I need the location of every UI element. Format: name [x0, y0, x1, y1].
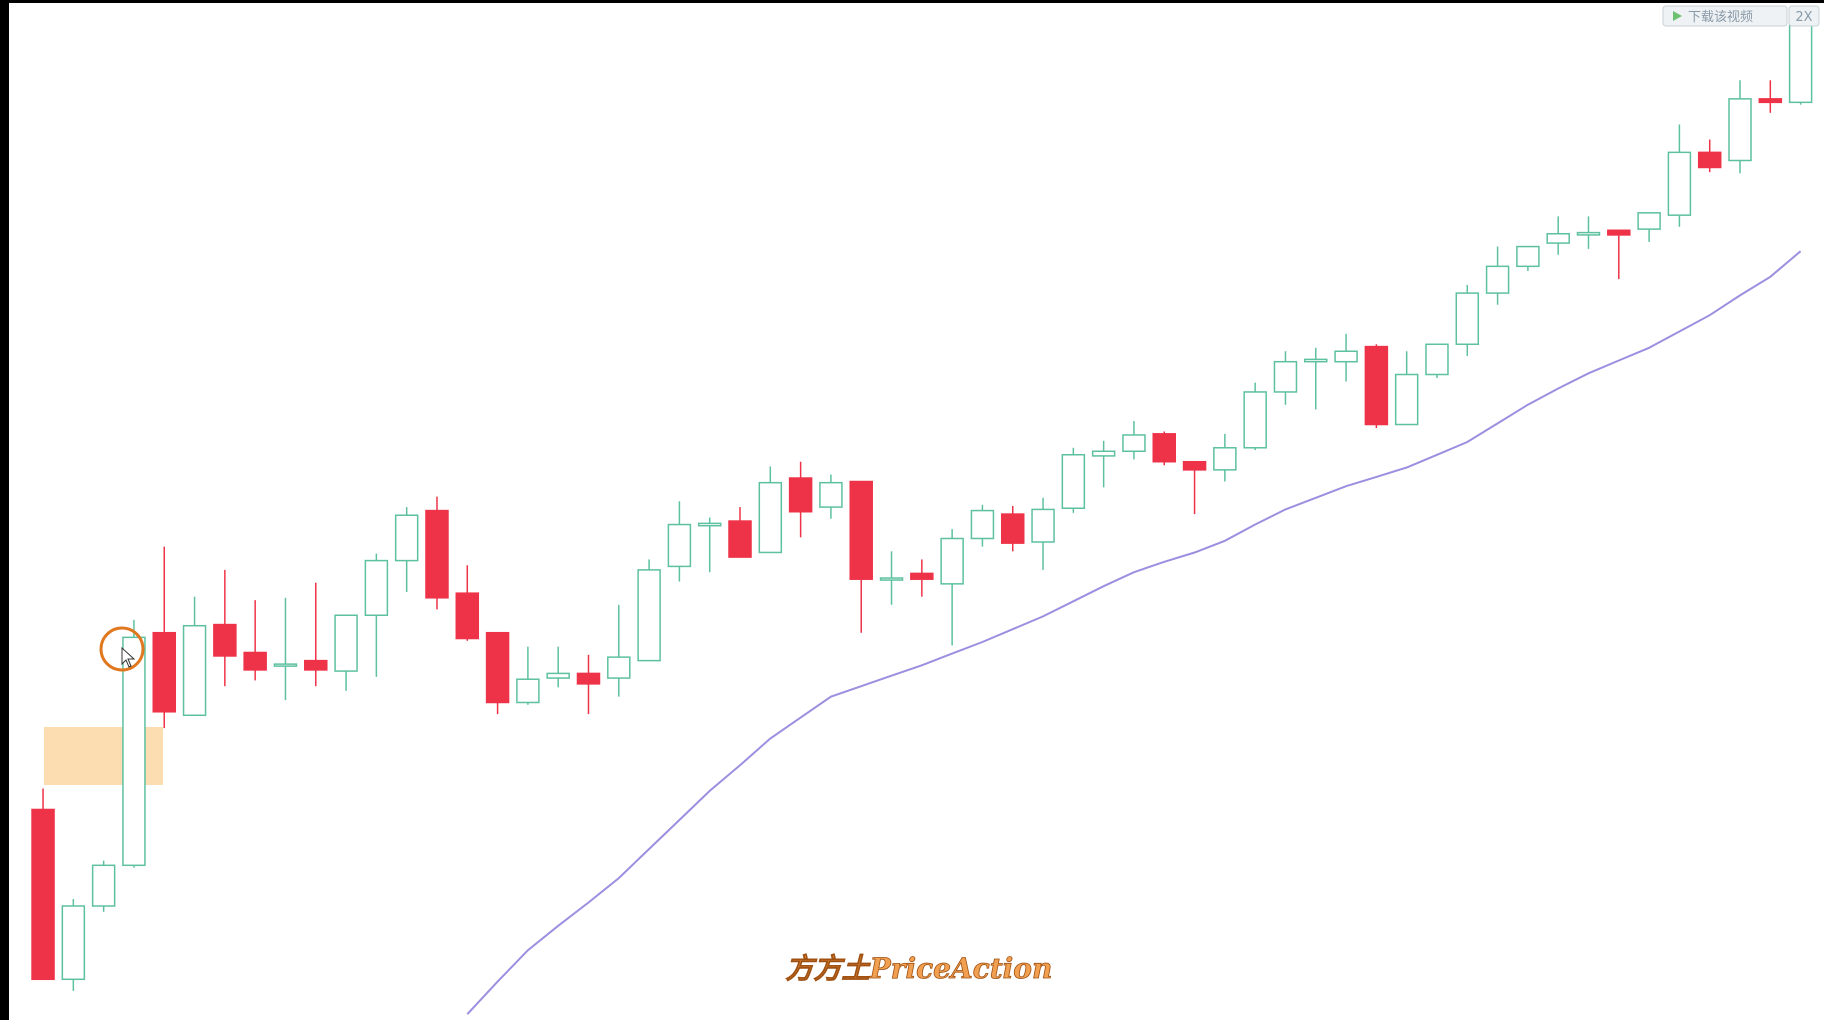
candle-body [122, 636, 146, 867]
download-label[interactable]: 下载该视频 [1688, 10, 1753, 25]
candle-body [970, 509, 995, 540]
candle-body [1152, 433, 1177, 463]
candle-body [1000, 513, 1025, 544]
candle-body [1031, 508, 1055, 543]
candle-body [1425, 343, 1449, 376]
candle-body [1546, 233, 1570, 244]
candle-body [758, 481, 783, 554]
candle-body [728, 520, 752, 558]
candle-body [1304, 358, 1328, 363]
candle-body [1607, 229, 1631, 236]
candle-body [31, 808, 55, 981]
candle-body [697, 522, 722, 527]
candle-body [1516, 245, 1540, 268]
candle-body [304, 659, 328, 671]
candle-body [273, 663, 298, 667]
candle-body [607, 656, 631, 679]
candle-body [940, 537, 964, 585]
candle-body [1182, 460, 1207, 471]
candle-body [1728, 98, 1752, 162]
candle-body [334, 614, 358, 672]
watermark: 方方土PriceAction [786, 952, 1053, 985]
candle-body [455, 592, 480, 640]
candle-body [667, 523, 692, 568]
toolbar: 下载该视频 2X [1662, 5, 1820, 27]
candle-body [849, 480, 873, 580]
candle-body [394, 514, 419, 562]
candle-body [516, 678, 540, 704]
plot-background [9, 3, 1824, 1020]
candle-body [1485, 265, 1510, 294]
candle-body [788, 477, 813, 513]
candle-body [1213, 447, 1237, 471]
speed-button[interactable] [1788, 5, 1820, 27]
candle-body [1334, 350, 1358, 363]
candle-body [1243, 391, 1267, 449]
candle-body [152, 631, 177, 713]
candle-body [1788, 20, 1813, 104]
candle-body [1455, 292, 1480, 346]
candle-body [546, 672, 570, 679]
candle-body [364, 559, 389, 617]
candle-body [1394, 373, 1419, 426]
candle-body [1273, 360, 1298, 393]
candle-body [485, 631, 510, 704]
candle-body [182, 624, 207, 717]
candle-body [819, 481, 843, 508]
candle-body [1091, 450, 1116, 457]
candle-body [243, 651, 267, 671]
candle-body [1667, 151, 1692, 216]
candle-body [637, 569, 661, 662]
candle-body [425, 509, 449, 599]
candle-body [1697, 151, 1722, 169]
speed-label[interactable]: 2X [1795, 10, 1812, 25]
candle-body [1122, 434, 1146, 453]
candle-body [91, 864, 116, 907]
moving-average-line [466, 250, 1802, 1015]
mouse-cursor [121, 646, 136, 668]
candle-body [61, 905, 86, 981]
candle-body [1576, 231, 1601, 236]
candle-body [1364, 345, 1389, 426]
play-icon [1673, 11, 1682, 21]
candle-body [1637, 212, 1661, 230]
download-button[interactable] [1662, 5, 1788, 27]
candle-body [1758, 98, 1783, 104]
candle-body [576, 672, 601, 685]
candle-body [879, 577, 904, 581]
candle-body [213, 623, 237, 657]
cursor-highlight [99, 626, 145, 672]
candle-body [1061, 454, 1086, 510]
candle-body [910, 572, 934, 580]
